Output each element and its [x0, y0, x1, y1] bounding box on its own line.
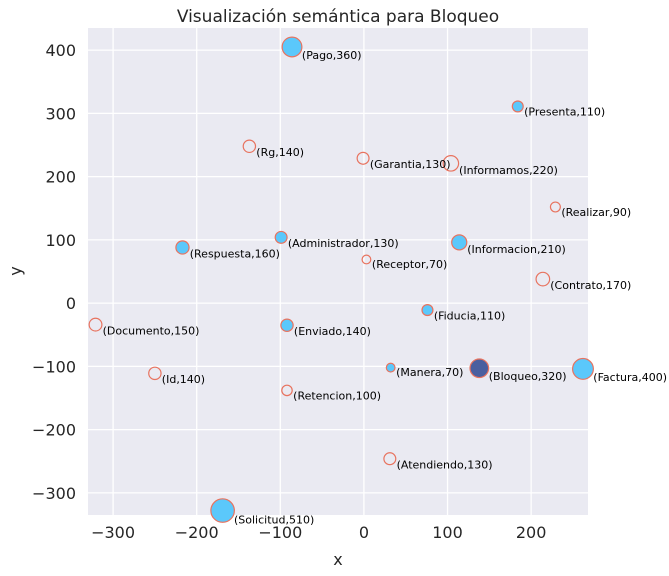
point-label: (Pago,360) [302, 49, 362, 62]
chart-title: Visualización semántica para Bloqueo [177, 7, 499, 27]
point-label: (Bloqueo,320) [489, 370, 567, 383]
scatter-point [280, 318, 294, 333]
point-label: (Enviado,140) [294, 325, 371, 338]
scatter-point [469, 358, 490, 379]
scatter-point [274, 230, 288, 244]
y-tick-labels: −300 −200 −100 0 100 200 300 400 [32, 41, 76, 503]
scatter-point [421, 304, 434, 317]
scatter-point [175, 240, 190, 255]
point-label: (Id,140) [162, 373, 205, 386]
point-label: (Solicitud,510) [234, 514, 314, 527]
point-label: (Respuesta,160) [190, 247, 280, 260]
scatter-point [383, 452, 397, 466]
point-label: (Fiducia,110) [434, 309, 505, 322]
scatter-point [451, 234, 468, 251]
point-label: (Realizar,90) [561, 206, 631, 219]
scatter-point [361, 254, 372, 265]
plot-area [88, 28, 588, 515]
point-label: (Documento,150) [103, 324, 200, 337]
scatter-point [242, 139, 257, 154]
y-tick-label: 100 [45, 231, 76, 250]
scatter-point [385, 362, 396, 373]
scatter-point [511, 100, 524, 113]
scatter-point [442, 155, 460, 172]
y-tick-label: 0 [66, 294, 76, 313]
scatter-point [549, 201, 561, 213]
x-axis-label: x [333, 550, 342, 569]
point-label: (Retencion,100) [293, 390, 381, 403]
scatter-point [281, 384, 293, 397]
point-label: (Administrador,130) [288, 237, 399, 250]
x-tick-label: 0 [359, 523, 369, 542]
scatter-point [535, 271, 551, 287]
y-axis-label: y [6, 266, 25, 275]
y-tick-label: 300 [45, 104, 76, 123]
point-label: (Atendiendo,130) [397, 458, 493, 471]
y-tick-label: −300 [32, 484, 76, 503]
scatter-point [356, 151, 370, 165]
point-label: (Informacion,210) [467, 243, 565, 256]
point-label: (Receptor,70) [372, 258, 447, 271]
x-tick-label: 100 [432, 523, 463, 542]
x-tick-labels: −300 −200 −100 0 100 200 [91, 523, 546, 542]
x-tick-label: −200 [175, 523, 219, 542]
y-tick-label: 400 [45, 41, 76, 60]
data-points [88, 36, 594, 523]
scatter-point [210, 498, 235, 523]
y-tick-label: 200 [45, 168, 76, 187]
x-tick-label: −300 [91, 523, 135, 542]
point-label: (Manera,70) [396, 366, 463, 379]
x-tick-label: 200 [516, 523, 547, 542]
point-label: (Presenta,110) [524, 106, 605, 119]
x-tick-label: −100 [258, 523, 302, 542]
point-label: (Rg,140) [256, 146, 304, 159]
scatter-point [88, 317, 103, 332]
scatter-point [281, 36, 303, 58]
point-label: (Garantia,130) [370, 158, 451, 171]
scatter-point [148, 366, 162, 381]
point-label: (Contrato,170) [550, 279, 631, 292]
grid-lines [88, 28, 588, 515]
point-label: (Informamos,220) [459, 164, 558, 177]
scatter-point [571, 357, 594, 380]
y-tick-label: −100 [32, 357, 76, 376]
point-labels: (Pago,360) (Presenta,110) (Rg,140) (Garanti… [103, 49, 667, 527]
point-label: (Factura,400) [593, 371, 667, 384]
y-tick-label: −200 [32, 421, 76, 440]
